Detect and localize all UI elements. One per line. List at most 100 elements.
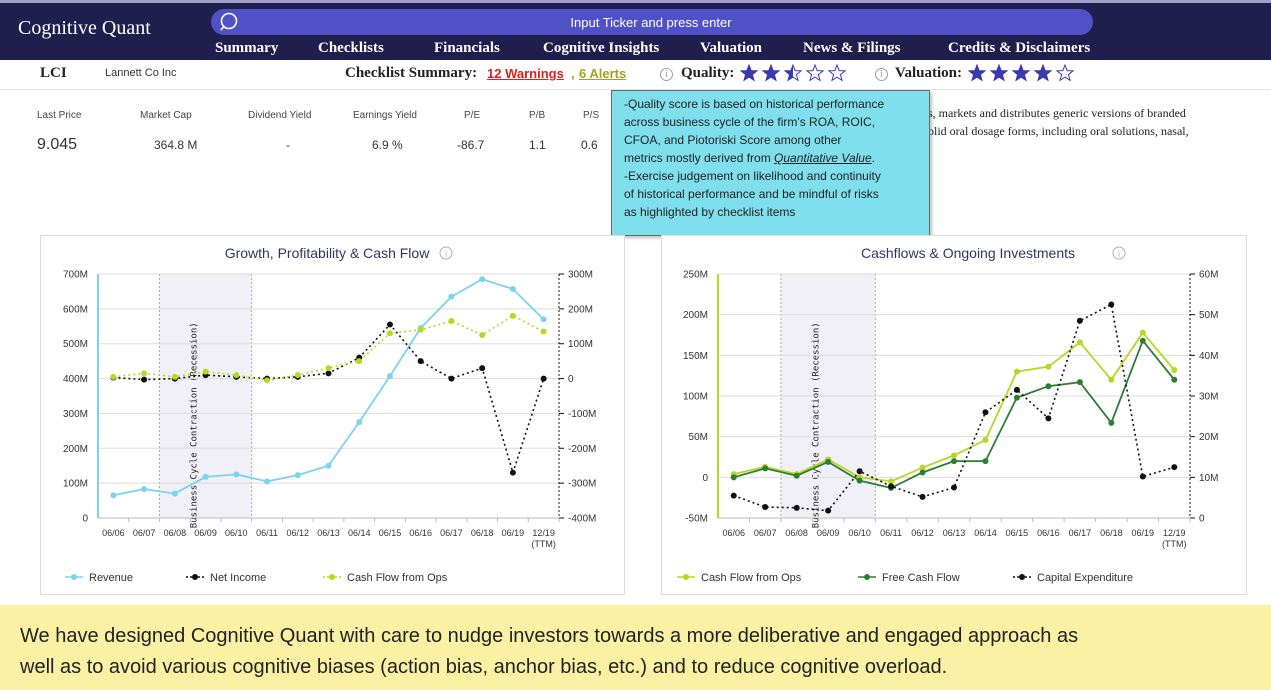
quality-label: Quality: <box>681 65 735 81</box>
nav-financials[interactable]: Financials <box>434 40 500 56</box>
x-axis-tick: 06/07 <box>133 528 156 538</box>
series-2-point <box>919 493 926 500</box>
x-axis-tick: 06/17 <box>1069 528 1092 538</box>
series-0-point <box>479 276 486 283</box>
valuation-info-icon[interactable]: i <box>875 68 888 81</box>
x-axis-tick: 06/15 <box>1006 528 1029 538</box>
legend-label: Free Cash Flow <box>882 572 960 584</box>
series-2-point <box>448 318 455 325</box>
series-2-point <box>233 372 240 379</box>
left-axis-tick: 50M <box>689 432 708 443</box>
right-axis-tick: 200M <box>568 304 593 315</box>
recession-band <box>159 274 252 518</box>
nav-summary[interactable]: Summary <box>215 40 279 56</box>
tooltip-line-4-prefix: metrics mostly derived from <box>624 151 775 165</box>
valuation-star-5 <box>1055 64 1074 82</box>
quality-info-icon[interactable]: i <box>660 68 673 81</box>
company-name: Lannett Co Inc <box>105 67 177 79</box>
x-axis-tick: 06/10 <box>225 528 248 538</box>
series-1-point <box>1045 383 1052 390</box>
series-1-point <box>825 458 832 465</box>
nav-valuation[interactable]: Valuation <box>700 40 762 56</box>
series-1-point <box>1108 419 1115 426</box>
series-0-point <box>171 490 178 497</box>
info-icon: i <box>1112 246 1126 260</box>
series-1-point <box>1139 337 1146 344</box>
series-line-2 <box>733 303 1175 512</box>
nav-checklists[interactable]: Checklists <box>318 40 384 56</box>
metric-value-dividend-yield: - <box>286 138 290 152</box>
quantitative-value-link[interactable]: Quantitative Value <box>774 151 872 165</box>
x-axis-tick: 06/19 <box>1132 528 1155 538</box>
tooltip-line-7: as highlighted by checklist items <box>624 205 796 219</box>
legend-item-0: Revenue <box>65 572 133 584</box>
left-axis-tick: 200M <box>683 310 708 321</box>
alerts-link[interactable]: 6 Alerts <box>579 66 627 81</box>
series-1-point <box>386 321 393 328</box>
tooltip-line-5: -Exercise judgement on likelihood and co… <box>624 169 881 183</box>
series-0-point <box>1076 339 1083 346</box>
x-axis-tick: 06/12 <box>911 528 934 538</box>
x-axis-tick: 06/16 <box>409 528 432 538</box>
left-axis-tick: 500M <box>63 339 88 350</box>
valuation-star-1 <box>968 64 987 82</box>
series-1-point <box>951 458 957 465</box>
series-2-point <box>202 368 209 375</box>
series-2-point <box>386 330 393 337</box>
warnings-link[interactable]: 12 Warnings <box>487 66 564 81</box>
series-2-point <box>982 409 989 416</box>
series-1-point <box>417 358 424 365</box>
left-axis-tick: 0 <box>702 473 708 484</box>
x-axis-tick: 06/09 <box>817 528 840 538</box>
series-2-point <box>888 483 895 490</box>
legend-label: Net Income <box>210 572 266 584</box>
left-axis-tick: 200M <box>63 444 88 455</box>
right-axis-tick: 300M <box>568 270 593 281</box>
search-bar[interactable] <box>211 9 1093 35</box>
series-0-point <box>1139 329 1146 336</box>
brand-logo[interactable]: Cognitive Quant <box>18 17 151 39</box>
nav-cognitive-insights[interactable]: Cognitive Insights <box>543 40 660 56</box>
chart-title: Growth, Profitability & Cash Flow <box>225 245 431 261</box>
right-axis-tick: -300M <box>568 479 596 490</box>
x-axis-tick: 06/14 <box>974 528 997 538</box>
search-input[interactable] <box>251 9 1051 35</box>
valuation-label: Valuation: <box>895 65 962 81</box>
series-2-point <box>110 373 117 380</box>
search-icon[interactable] <box>220 12 239 31</box>
x-axis-tick: 06/06 <box>722 528 745 538</box>
quality-star-3 <box>783 64 803 82</box>
valuation-stars <box>968 64 1074 82</box>
series-1-point <box>509 469 516 476</box>
x-axis-tick: 06/10 <box>848 528 871 538</box>
series-2-point <box>294 372 301 379</box>
series-1-point <box>141 376 148 383</box>
tooltip-line-6: of historical performance and be mindful… <box>624 187 879 201</box>
series-0-point <box>233 471 240 478</box>
company-description: s, markets and distributes generic versi… <box>928 104 1248 140</box>
cashflows-chart-panel: Cashflows & Ongoing Investments i Business… <box>661 235 1247 595</box>
x-axis-tick: 06/08 <box>164 528 187 538</box>
series-2-point <box>479 332 486 338</box>
right-axis-tick: 50M <box>1199 310 1218 321</box>
series-1-point <box>982 458 989 465</box>
metric-value-pe: -86.7 <box>457 138 485 152</box>
series-2-point <box>856 468 863 475</box>
x-axis-tick-sub: (TTM) <box>1162 539 1187 549</box>
recession-label: Business Cycle Contraction (Recession) <box>189 322 199 528</box>
series-1-point <box>919 469 926 476</box>
left-axis-tick: 100M <box>63 479 88 490</box>
banner-line-1: We have designed Cognitive Quant with ca… <box>20 625 1079 647</box>
nav-news-filings[interactable]: News & Filings <box>803 40 901 56</box>
series-2-point <box>325 365 332 372</box>
series-2-point <box>1171 464 1178 471</box>
ticker-symbol: LCI <box>40 65 67 81</box>
series-1-point <box>730 474 737 481</box>
description-line-1: s, markets and distributes generic versi… <box>928 106 1186 120</box>
series-0-point <box>448 293 455 300</box>
series-1-point <box>325 370 332 377</box>
series-2-point <box>141 370 148 377</box>
nav-credits-disclaimers[interactable]: Credits & Disclaimers <box>948 40 1091 56</box>
series-2-point <box>762 504 769 511</box>
series-2-point <box>730 492 737 499</box>
